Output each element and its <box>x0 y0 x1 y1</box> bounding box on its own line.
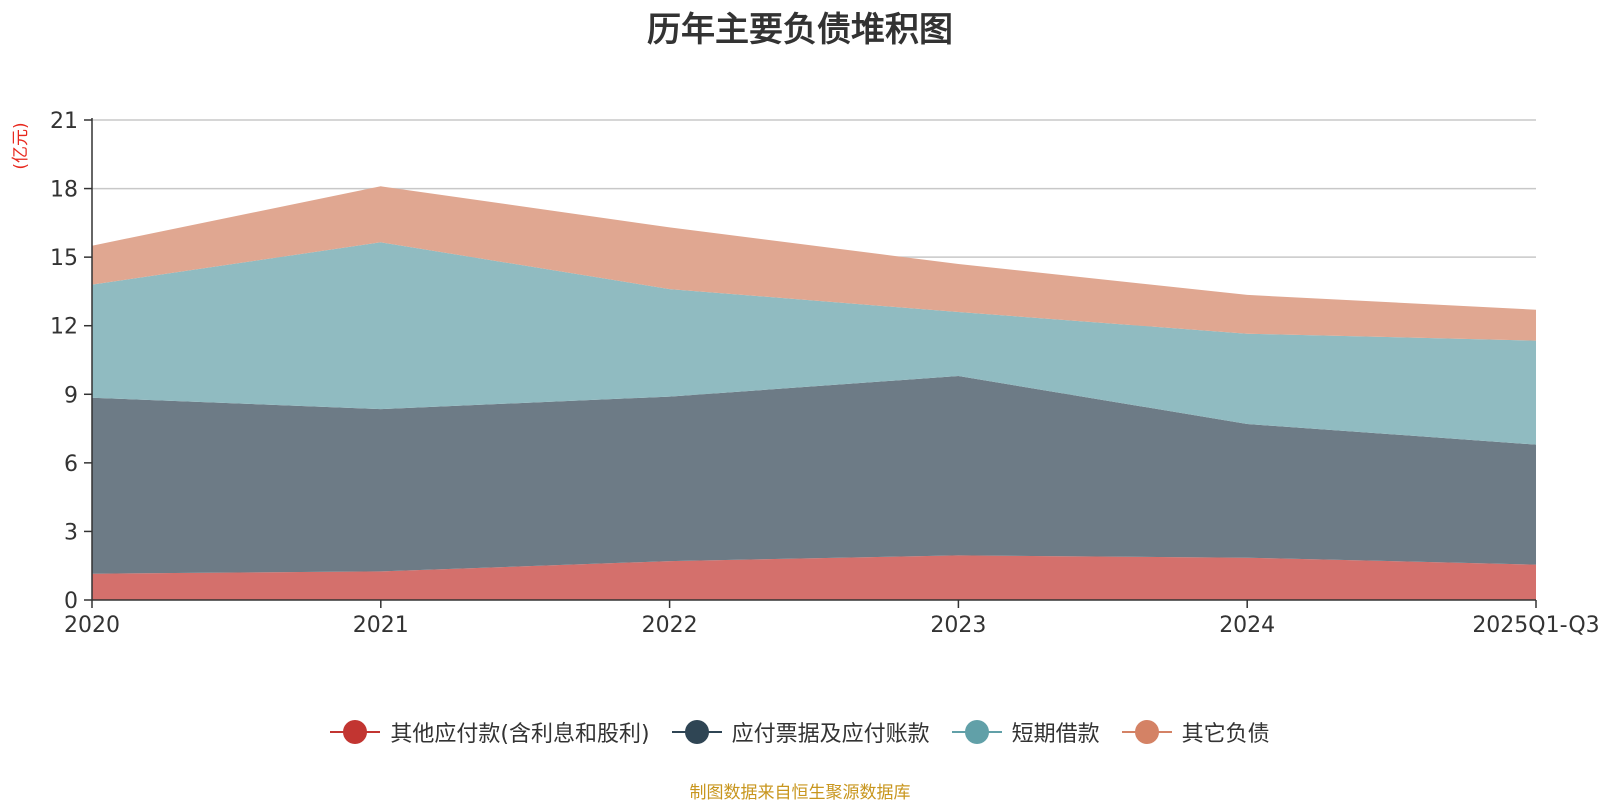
y-axis-unit-label: (亿元) <box>11 122 31 169</box>
legend-marker <box>951 720 1002 744</box>
x-tick-label: 2023 <box>930 613 986 638</box>
y-tick-label: 15 <box>50 246 78 271</box>
y-tick-label: 0 <box>64 589 78 614</box>
legend-marker <box>330 720 381 744</box>
y-tick-label: 3 <box>64 520 78 545</box>
legend-label: 其他应付款(含利息和股利) <box>390 722 650 747</box>
y-tick-label: 9 <box>64 383 78 408</box>
chart-title: 历年主要负债堆积图 <box>647 10 953 50</box>
legend-item-3[interactable]: 其它负债 <box>1121 716 1270 748</box>
legend: 其他应付款(含利息和股利) 应付票据及应付账款 短期借款 其它负债 <box>0 716 1600 748</box>
x-tick-label: 2021 <box>353 613 409 638</box>
area-series-2 <box>92 242 1536 445</box>
x-tick-label: 2020 <box>64 613 120 638</box>
axes: 0 3 6 9 12 15 18 21 2020 2021 2022 2023 2024 2025Q1-Q… <box>50 109 1600 638</box>
y-tick-label: 21 <box>50 109 78 134</box>
legend-marker <box>671 720 722 744</box>
legend-label: 应付票据及应付账款 <box>731 722 930 747</box>
legend-label: 短期借款 <box>1011 722 1100 747</box>
y-tick-label: 6 <box>64 452 78 477</box>
area-series-1 <box>92 376 1536 574</box>
stacked-areas <box>92 186 1536 600</box>
legend-item-2[interactable]: 短期借款 <box>951 716 1100 748</box>
legend-label: 其它负债 <box>1181 722 1270 747</box>
legend-marker <box>1121 720 1172 744</box>
x-tick-label: 2022 <box>642 613 698 638</box>
y-tick-label: 12 <box>50 315 78 340</box>
x-tick-label: 2025Q1-Q3 <box>1472 613 1599 638</box>
legend-item-0[interactable]: 其他应付款(含利息和股利) <box>330 716 650 748</box>
y-tick-label: 18 <box>50 178 78 203</box>
area-series-3 <box>92 186 1536 341</box>
area-series-0 <box>92 555 1536 600</box>
source-note: 制图数据来自恒生聚源数据库 <box>689 783 911 803</box>
legend-item-1[interactable]: 应付票据及应付账款 <box>671 716 930 748</box>
x-tick-label: 2024 <box>1219 613 1275 638</box>
